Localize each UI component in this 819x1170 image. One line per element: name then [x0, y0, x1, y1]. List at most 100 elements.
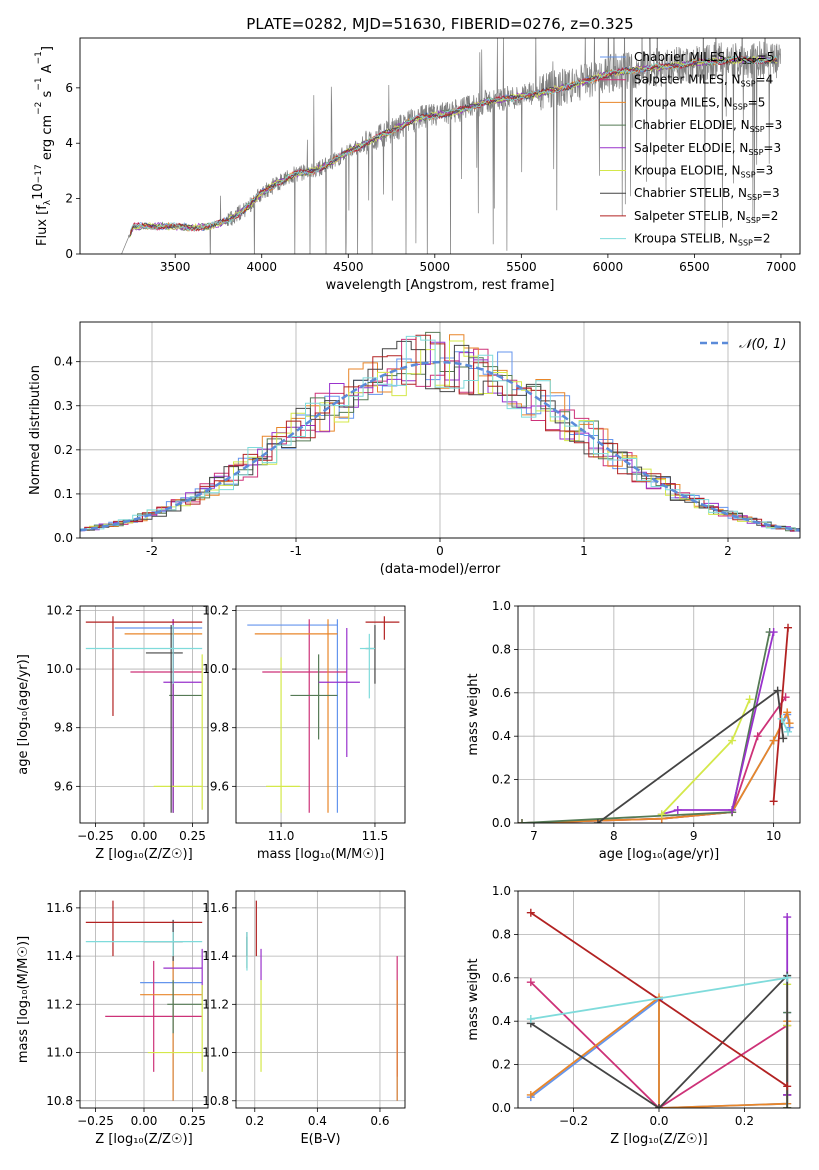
y-tick-label: 0.0	[492, 816, 511, 830]
y-label-part: −1	[34, 77, 44, 90]
plot-area	[518, 623, 794, 823]
y-tick-label: 9.8	[210, 721, 229, 735]
grid	[518, 605, 800, 824]
legend: Chabrier MILES, NSSP=5 Salpeter MILES, NS…	[600, 50, 782, 248]
y-tick-label: 1.0	[492, 599, 511, 613]
legend-nssp: =3	[763, 141, 781, 155]
y-tick-label: 10.8	[202, 1094, 229, 1108]
legend-label: Kroupa MILES, NSSP=5	[634, 95, 765, 111]
spectrum-model-line	[129, 55, 778, 237]
legend-nssp: =2	[761, 209, 779, 223]
legend-label: Salpeter MILES, NSSP=4	[634, 73, 773, 89]
x-tick-label: 6000	[593, 260, 624, 274]
y-tick-label: 0.6	[492, 971, 511, 985]
weight-marker	[745, 695, 754, 704]
legend-sub: SSP	[747, 193, 762, 202]
y-tick-label: 10.8	[46, 1094, 73, 1108]
y-tick-label: 11.2	[46, 997, 73, 1011]
x-axis-label: Z [log₁₀(Z/Z☉)]	[610, 1132, 707, 1147]
weight-marker	[753, 732, 762, 741]
axes-frame	[235, 605, 406, 824]
x-tick-label: 10	[766, 829, 781, 843]
x-tick-label: 0.2	[735, 1114, 754, 1128]
x-axis-label: E(B-V)	[300, 1132, 340, 1147]
spectrum-model-line	[129, 56, 778, 238]
y-tick-label: 0.4	[492, 1014, 511, 1028]
x-tick-label: 3500	[160, 260, 191, 274]
y-label-part: −2	[34, 102, 44, 115]
histogram-step	[80, 334, 800, 531]
y-label-part: 10	[31, 183, 46, 200]
x-tick-label: 5500	[506, 260, 537, 274]
legend-nssp: =5	[757, 50, 775, 64]
plot-area	[121, 38, 781, 254]
legend-label: Kroupa STELIB, NSSP=2	[634, 232, 771, 248]
x-tick-label: 0.0	[649, 1114, 668, 1128]
weight-line	[661, 631, 775, 816]
x-axis-label: mass [log₁₀(M/M☉)]	[257, 847, 384, 862]
legend: 𝒩(0, 1)	[700, 337, 786, 352]
axes-mass-vs-ebv: 0.2 0.4 0.6 10.8 11.0 11.2 11.4 11.6 E(B-V)	[202, 890, 406, 1147]
axes-mass-vs-Z: −0.25 0.00 0.25 10.8 11.0 11.2 11.4 11.6 Z [log₁…	[16, 890, 209, 1147]
weight-marker	[784, 623, 793, 632]
axes-age-vs-Z: −0.25 0.00 0.25 9.6 9.8 10.0 10.2 Z [log₁₀(Z/Z☉…	[16, 603, 209, 862]
weight-line	[530, 911, 788, 1088]
weight-marker	[785, 719, 794, 728]
grid	[80, 891, 208, 1108]
legend-nssp: =3	[765, 118, 783, 132]
axes-age-vs-mass: 11.0 11.5 9.6 9.8 10.0 10.2 mass [log₁₀(M/M☉)]	[202, 603, 406, 862]
x-tick-label: 6500	[679, 260, 710, 274]
weight-line	[780, 718, 789, 733]
axes-residuals: -2 -1 0 1 2 0.0 0.1 0.2 0.3 0.4 (data-model)/error…	[28, 321, 801, 577]
x-axis-label: wavelength [Angstrom, rest frame]	[326, 278, 555, 293]
weight-line	[521, 696, 787, 823]
plot-area	[246, 900, 398, 1101]
legend-nssp: =3	[762, 186, 780, 200]
y-label-part: ]	[40, 46, 55, 51]
x-tick-label: 0.00	[131, 829, 158, 843]
x-axis-label: Z [log₁₀(Z/Z☉)]	[95, 847, 192, 862]
axes-frame	[517, 890, 801, 1109]
x-tick-label: 5000	[420, 260, 451, 274]
x-tick-label: -1	[290, 544, 302, 558]
y-axis-label: mass weight	[466, 958, 481, 1040]
weight-marker	[728, 805, 737, 814]
plot-area	[526, 908, 792, 1108]
y-label-part: A	[40, 64, 55, 77]
x-tick-label: 0.25	[179, 1114, 206, 1128]
axes-frame	[79, 890, 209, 1109]
x-tick-label: 7	[530, 829, 538, 843]
x-tick-label: 0.00	[131, 1114, 158, 1128]
y-axis-label: age [log₁₀(age/yr)]	[16, 654, 31, 775]
axes-frame	[235, 890, 406, 1109]
weight-marker	[783, 913, 792, 922]
weight-marker	[783, 708, 792, 717]
x-tick-label: 0.25	[179, 829, 206, 843]
y-tick-label: 0.0	[54, 531, 73, 545]
spectrum-data-line	[121, 38, 781, 254]
y-axis-label: mass weight	[466, 673, 481, 755]
legend-label: Kroupa ELODIE, NSSP=3	[634, 164, 773, 180]
x-tick-label: 9	[690, 829, 698, 843]
y-axis-label: Flux [fλ10−17 erg cm−2 s−1 A−1]	[31, 46, 55, 246]
x-tick-label: 0.2	[245, 1114, 264, 1128]
histogram-step	[80, 340, 800, 533]
legend-sub: SSP	[738, 239, 753, 248]
x-tick-label: 4500	[333, 260, 364, 274]
y-tick-label: 10.0	[46, 662, 73, 676]
y-tick-label: 0.2	[54, 443, 73, 457]
axes-frame	[79, 37, 801, 255]
legend-sub: SSP	[733, 102, 748, 111]
legend-sub: SSP	[741, 80, 756, 89]
legend-sub: SSP	[750, 125, 765, 134]
y-tick-label: 10.2	[202, 603, 229, 617]
grid	[80, 606, 208, 823]
y-tick-label: 0.1	[54, 487, 73, 501]
y-tick-label: 0.4	[492, 729, 511, 743]
axes-mass-weight-vs-age: 7 8 9 10 0.0 0.2 0.4 0.6 0.8 1.0 age [log₁₀(age/yr…	[466, 599, 801, 862]
y-tick-label: 9.8	[54, 721, 73, 735]
weight-marker	[769, 797, 778, 806]
y-label-part: λ	[43, 199, 53, 205]
legend-sub: SSP	[741, 171, 756, 180]
